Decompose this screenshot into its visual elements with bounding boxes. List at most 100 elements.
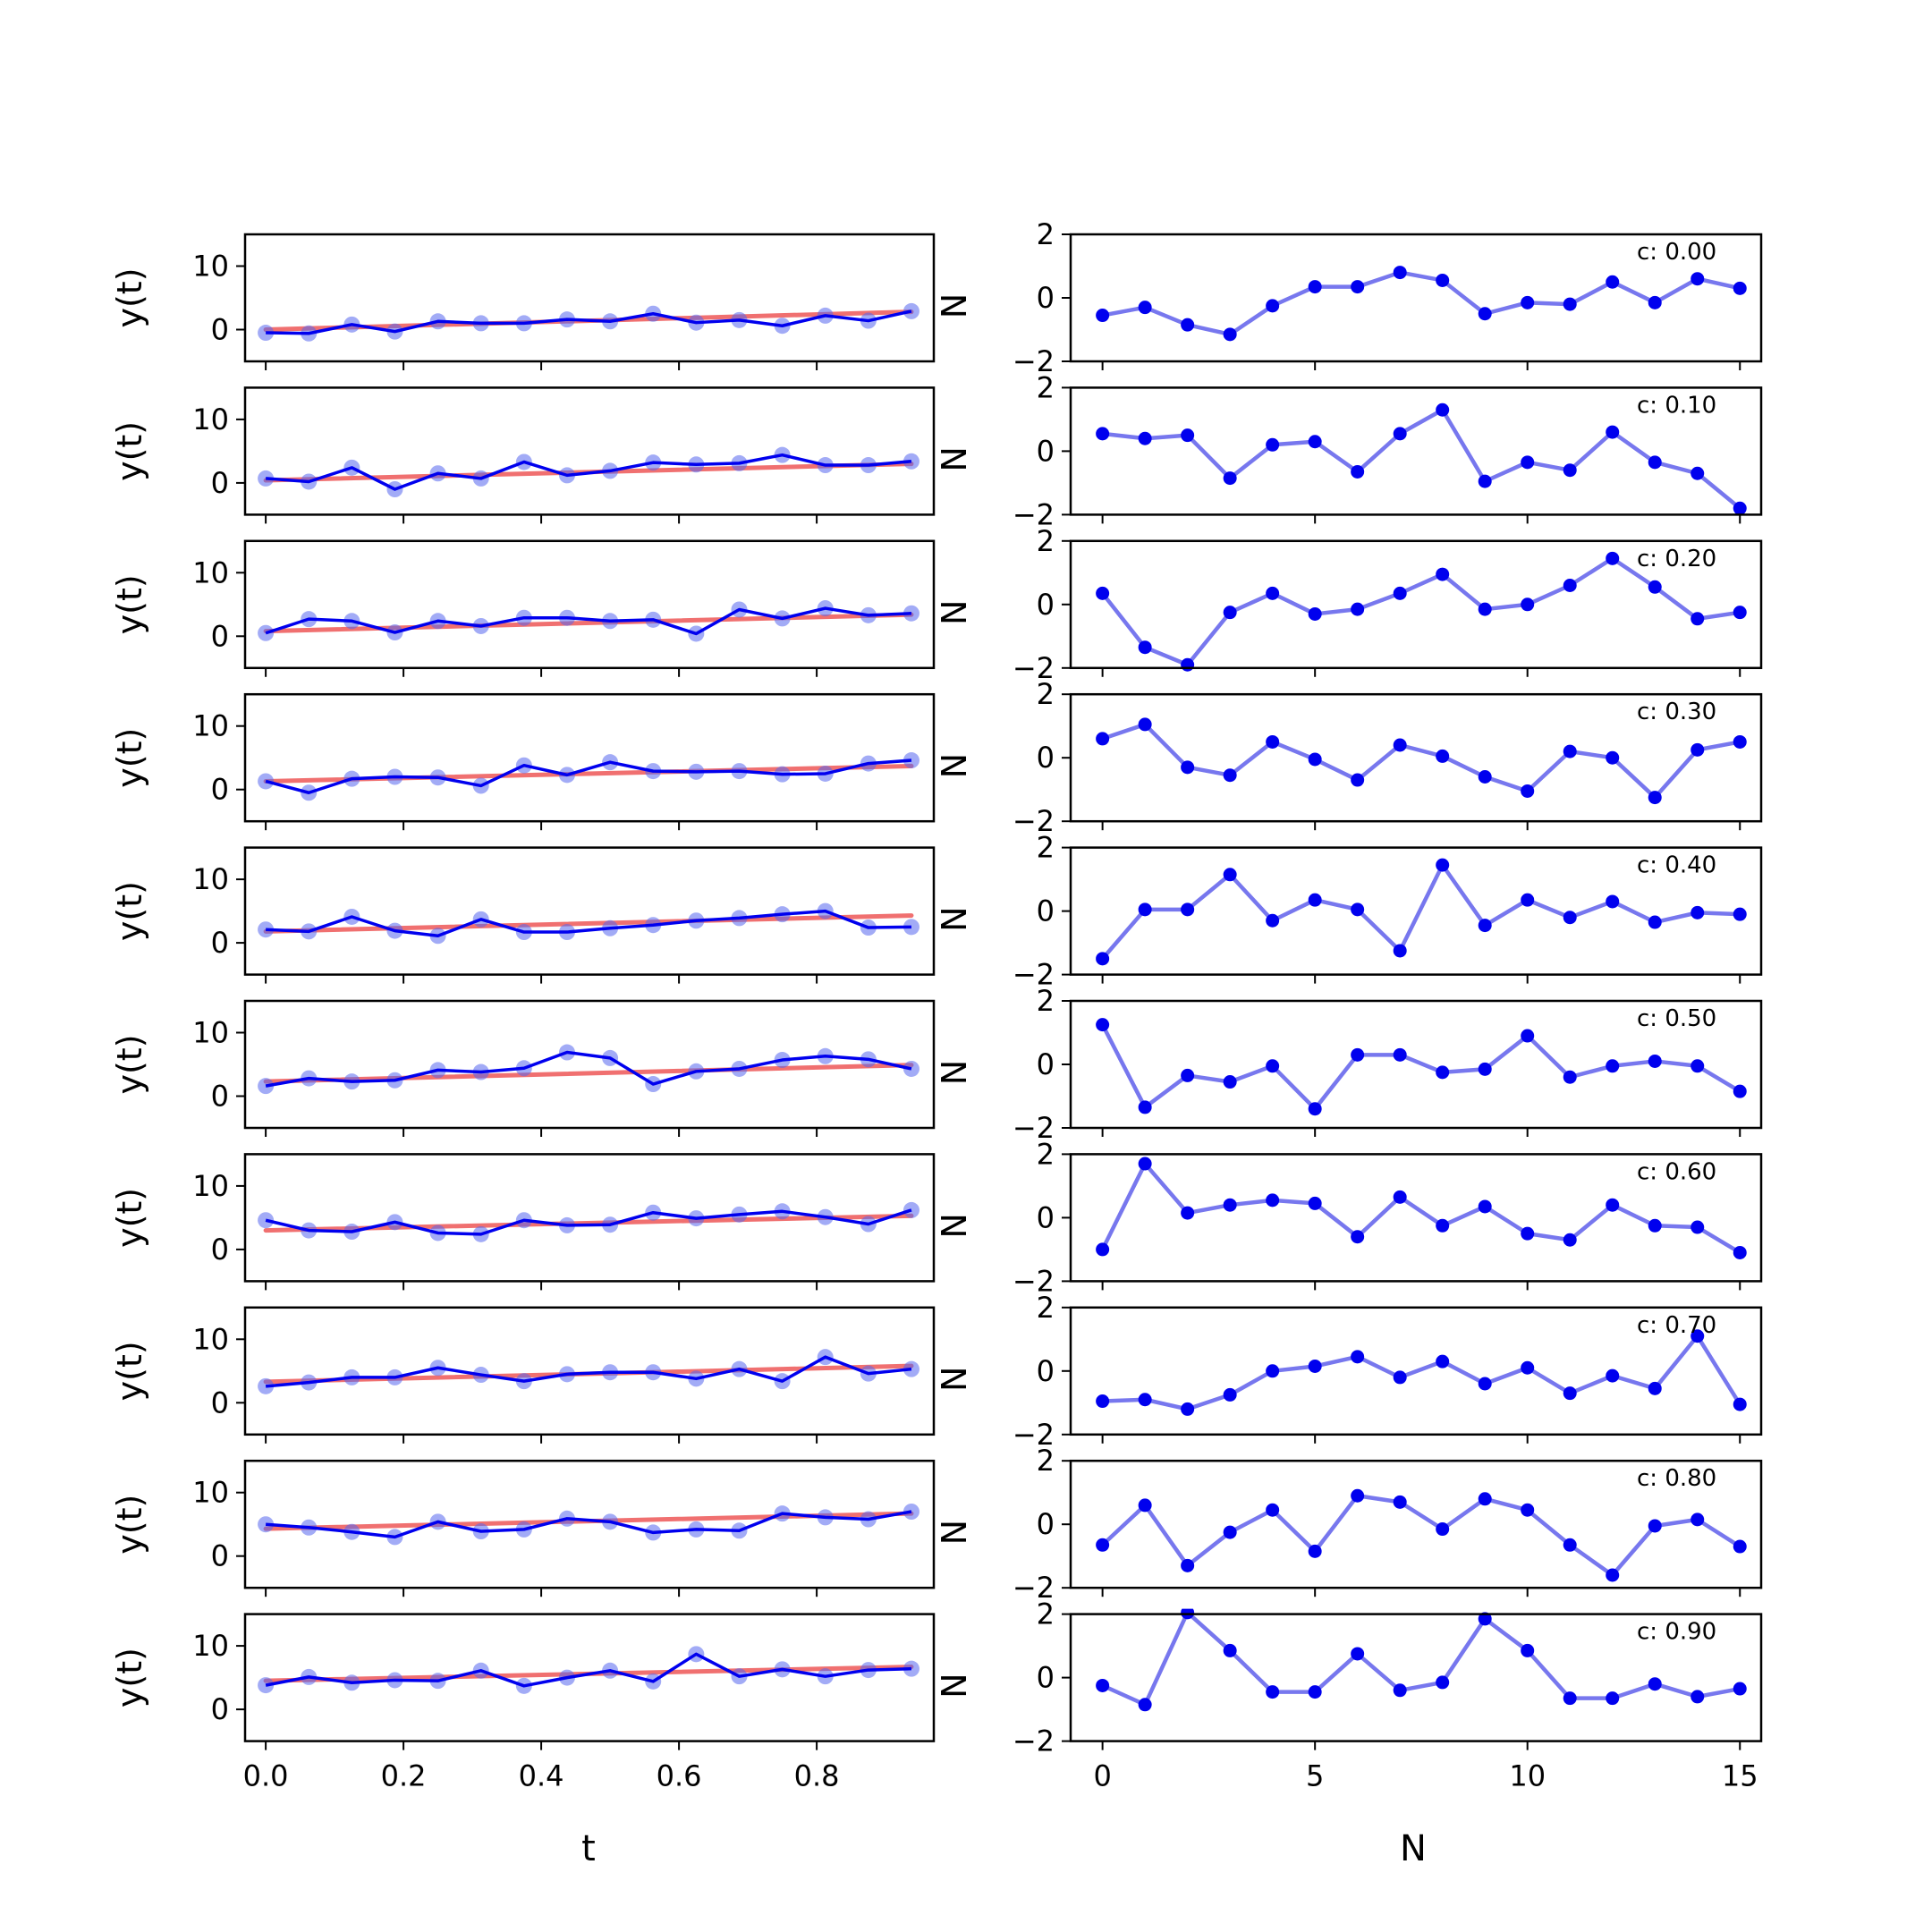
data-point xyxy=(1223,1198,1237,1212)
data-point xyxy=(1223,1387,1237,1402)
y-axis-label: N xyxy=(935,1060,974,1085)
data-point xyxy=(1478,1377,1492,1391)
x-tick-label: 5 xyxy=(1306,1759,1324,1793)
data-point xyxy=(1308,1544,1322,1558)
y-tick-label: 0 xyxy=(1037,894,1055,928)
y-tick-label: 0 xyxy=(211,619,229,653)
annotation-label: c: 0.20 xyxy=(1637,546,1716,572)
data-point xyxy=(1223,1075,1237,1089)
y-tick-label: 2 xyxy=(1037,1291,1055,1325)
data-point xyxy=(1096,1678,1110,1692)
series-line xyxy=(266,309,912,335)
data-point xyxy=(1096,427,1110,441)
data-point xyxy=(1648,1218,1662,1233)
y-tick-label: −2 xyxy=(1013,497,1055,531)
data-point xyxy=(1181,657,1195,672)
x-tick-label: 10 xyxy=(1509,1759,1546,1793)
data-point xyxy=(1648,915,1662,929)
y-tick-label: 0 xyxy=(211,466,229,500)
data-point xyxy=(1733,1397,1747,1411)
data-point xyxy=(1138,1157,1152,1171)
data-point xyxy=(1436,567,1450,581)
axes-frame xyxy=(243,539,936,670)
data-point xyxy=(1223,327,1237,342)
x-tick-label: 0.6 xyxy=(657,1759,702,1793)
data-point xyxy=(1138,717,1152,732)
data-point xyxy=(1308,1685,1322,1699)
data-point xyxy=(1393,1683,1407,1698)
x-tick-label: 0.2 xyxy=(381,1759,427,1793)
annotation-label: c: 0.30 xyxy=(1637,699,1716,725)
right-subplot: −2 0 2 c: 0.60 N xyxy=(935,1137,1763,1298)
left-subplot: 0 10 y(t) xyxy=(110,386,936,524)
series-line xyxy=(265,1050,912,1088)
y-axis-label: y(t) xyxy=(110,1648,149,1707)
data-point xyxy=(1690,272,1705,286)
axes-frame xyxy=(243,1613,936,1742)
y-axis-label: y(t) xyxy=(110,421,149,481)
data-point xyxy=(1648,295,1662,309)
y-tick-label: 10 xyxy=(192,250,229,284)
y-tick-label: 10 xyxy=(192,1476,229,1510)
y-tick-label: 0 xyxy=(1037,1354,1055,1388)
series-line xyxy=(265,1652,912,1688)
data-point xyxy=(1606,1059,1620,1073)
annotation-label: c: 0.90 xyxy=(1637,1619,1716,1646)
plot-area xyxy=(1096,1157,1747,1259)
y-axis-label: N xyxy=(935,906,974,931)
left-subplot: 0 10 y(t) xyxy=(110,1153,936,1291)
data-point xyxy=(1521,784,1535,798)
data-point xyxy=(1266,1685,1280,1699)
data-point xyxy=(1181,428,1195,443)
data-point xyxy=(1393,266,1407,280)
trend-line xyxy=(263,612,914,634)
data-point xyxy=(1478,919,1492,933)
data-point xyxy=(1733,907,1747,921)
data-point xyxy=(1351,464,1365,479)
y-tick-label: 2 xyxy=(1037,217,1055,251)
y-tick-label: 2 xyxy=(1037,1137,1055,1171)
series-line xyxy=(1101,1610,1741,1707)
data-point xyxy=(1733,606,1747,620)
data-point xyxy=(1223,471,1237,486)
data-point xyxy=(1308,752,1322,767)
data-point xyxy=(1606,551,1620,565)
data-point xyxy=(1181,760,1195,775)
data-point xyxy=(1096,952,1110,966)
data-point xyxy=(1478,1062,1492,1076)
y-tick-label: 0 xyxy=(1037,741,1055,775)
trend-line xyxy=(263,913,914,934)
y-tick-label: 2 xyxy=(1037,1444,1055,1478)
data-point xyxy=(1648,1381,1662,1395)
data-point xyxy=(1308,1359,1322,1373)
data-point xyxy=(1563,463,1577,478)
axes-frame xyxy=(243,692,936,823)
data-point xyxy=(1096,1394,1110,1409)
left-subplot: 0 10 y(t) xyxy=(110,233,936,370)
data-point xyxy=(1563,1070,1577,1084)
left-subplot: 0 10 0.0 0.2 0.4 0.6 0.8 y(t) xyxy=(110,1613,936,1793)
y-tick-label: 0 xyxy=(1037,1200,1055,1234)
y-axis-label: y(t) xyxy=(110,574,149,634)
data-point xyxy=(1393,1495,1407,1509)
data-point xyxy=(1181,318,1195,332)
annotation-label: c: 0.00 xyxy=(1637,239,1716,266)
y-tick-label: 0 xyxy=(1037,1047,1055,1081)
data-point xyxy=(1521,1360,1535,1375)
data-point xyxy=(1563,297,1577,311)
data-point xyxy=(1436,1354,1450,1368)
y-axis-label: N xyxy=(935,753,974,778)
data-point xyxy=(1266,913,1280,928)
y-tick-label: −2 xyxy=(1013,651,1055,685)
right-subplot: −2 0 2 c: 0.40 N xyxy=(935,831,1763,992)
y-axis-label: N xyxy=(935,600,974,625)
series-line xyxy=(266,909,912,938)
data-point xyxy=(1690,1513,1705,1527)
data-point xyxy=(1563,744,1577,758)
data-point xyxy=(1563,579,1577,592)
y-tick-label: 0 xyxy=(1037,1661,1055,1695)
data-point xyxy=(1223,1643,1237,1657)
right-subplot: −2 0 2 0 5 10 15 c: 0.90 N xyxy=(935,1597,1763,1793)
data-point xyxy=(1478,307,1492,321)
